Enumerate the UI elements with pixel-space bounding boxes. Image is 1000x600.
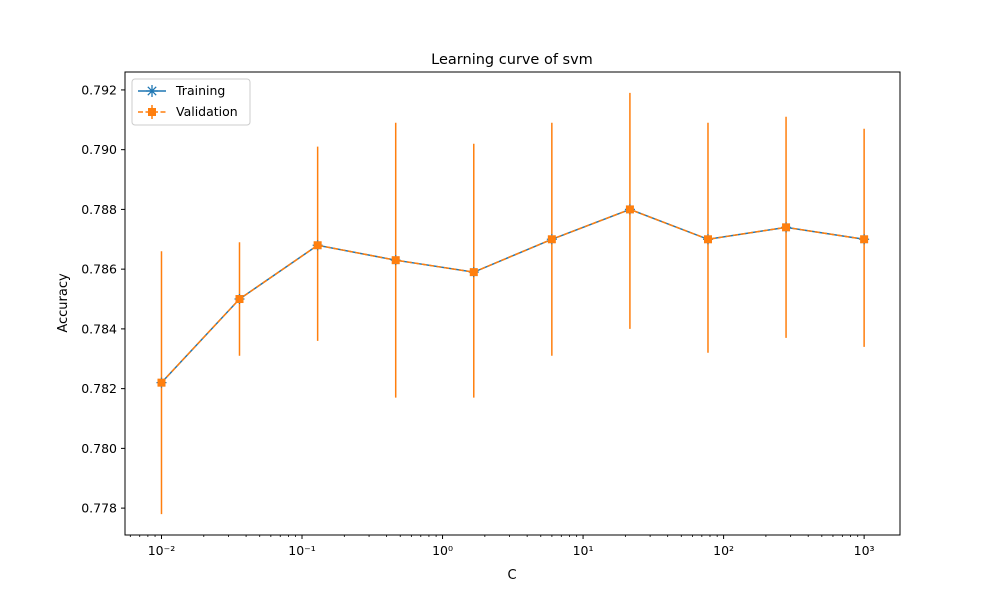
legend-validation-square-marker xyxy=(148,108,156,116)
y-tick-label: 0.784 xyxy=(81,321,117,336)
y-tick-label: 0.780 xyxy=(81,441,117,456)
y-axis: 0.778 0.780 0.782 0.784 0.786 0.788 0.790 0.792 xyxy=(81,82,125,516)
y-tick-label: 0.788 xyxy=(81,202,117,217)
x-tick-label: 10⁻² xyxy=(148,543,176,558)
y-tick-label: 0.790 xyxy=(81,142,117,157)
legend-item-validation: Validation xyxy=(138,104,238,119)
legend: Training Validation xyxy=(131,78,251,126)
x-tick-label: 10¹ xyxy=(573,543,594,558)
x-axis-label: C xyxy=(507,568,516,583)
x-tick-label: 10⁰ xyxy=(432,543,453,558)
legend-training-label: Training xyxy=(175,83,225,98)
validation-point xyxy=(547,235,556,244)
x-tick-label: 10³ xyxy=(854,543,875,558)
x-tick-label: 10⁻¹ xyxy=(288,543,316,558)
y-tick-label: 0.792 xyxy=(81,82,117,97)
legend-training-star-marker xyxy=(146,85,158,97)
validation-point xyxy=(469,268,478,277)
validation-point xyxy=(235,295,244,304)
x-axis: 10⁻² 10⁻¹ 10⁰ 10¹ 10² 10³ xyxy=(129,535,875,558)
y-tick-label: 0.778 xyxy=(81,501,117,516)
x-tick-label: 10² xyxy=(713,543,734,558)
training-line xyxy=(160,208,865,384)
validation-point xyxy=(157,378,166,387)
validation-point xyxy=(860,235,869,244)
axes-frame xyxy=(124,71,901,536)
chart-title: Learning curve of svm xyxy=(431,52,593,68)
y-axis-label: Accuracy xyxy=(56,273,71,333)
y-tick-label: 0.782 xyxy=(81,381,117,396)
legend-validation-label: Validation xyxy=(176,104,238,119)
validation-point xyxy=(703,235,712,244)
validation-point xyxy=(625,205,634,214)
validation-point xyxy=(782,223,791,232)
plot-area xyxy=(156,92,870,515)
y-tick-label: 0.786 xyxy=(81,262,117,277)
legend-item-training: Training xyxy=(138,83,225,98)
validation-point xyxy=(391,256,400,265)
validation-line xyxy=(160,208,865,384)
validation-point xyxy=(313,241,322,250)
